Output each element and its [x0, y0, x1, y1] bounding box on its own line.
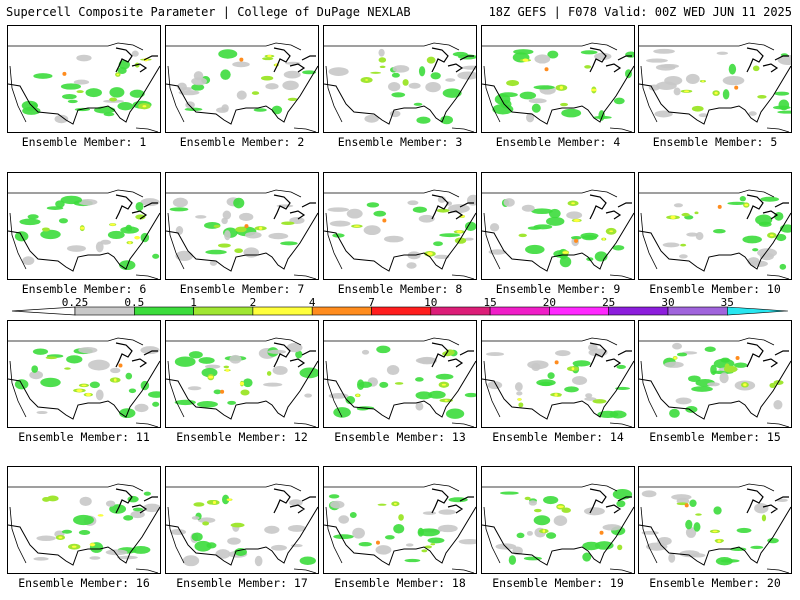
scp-map	[8, 42, 160, 132]
scp-map	[639, 42, 791, 132]
scp-map	[166, 42, 318, 132]
scp-map	[482, 42, 634, 132]
scp-map	[166, 483, 318, 573]
color-swatch	[549, 306, 610, 316]
scp-map	[166, 189, 318, 279]
member-map-panel	[7, 25, 161, 133]
color-scale-bar	[11, 306, 789, 316]
member-map-panel	[323, 25, 477, 133]
member-label: Ensemble Member: 12	[176, 430, 308, 444]
member-label: Ensemble Member: 8	[337, 282, 463, 296]
member-label: Ensemble Member: 3	[337, 135, 463, 149]
run-info: 18Z GEFS | F078 Valid: 00Z WED JUN 11 20…	[488, 5, 792, 19]
color-scale-tick-label: 30	[661, 296, 675, 309]
color-scale-tick-label: 1	[190, 296, 197, 309]
color-scale-tick-label: 2	[249, 296, 257, 309]
color-swatch	[608, 306, 669, 316]
scp-map	[324, 189, 476, 279]
member-map-panel	[638, 320, 792, 428]
scp-map	[639, 337, 791, 427]
color-swatch	[193, 306, 254, 316]
color-scale-tick-label: 25	[602, 296, 616, 309]
member-map-panel	[7, 320, 161, 428]
scp-map	[8, 483, 160, 573]
member-label: Ensemble Member: 16	[18, 576, 150, 590]
member-map-panel	[481, 172, 635, 280]
member-label: Ensemble Member: 4	[495, 135, 621, 149]
member-label: Ensemble Member: 19	[492, 576, 624, 590]
color-swatch	[726, 306, 789, 316]
member-map-panel	[638, 172, 792, 280]
scp-map	[482, 337, 634, 427]
member-label: Ensemble Member: 7	[179, 282, 305, 296]
member-label: Ensemble Member: 14	[492, 430, 624, 444]
member-label: Ensemble Member: 5	[652, 135, 778, 149]
member-map-panel	[165, 25, 319, 133]
member-map-panel	[481, 25, 635, 133]
scp-map	[324, 42, 476, 132]
member-label: Ensemble Member: 11	[18, 430, 150, 444]
color-scale-tick-label: 10	[424, 296, 438, 309]
member-map-panel	[481, 466, 635, 574]
color-scale-tick-label: 0.5	[124, 296, 145, 309]
member-map-panel	[7, 172, 161, 280]
member-map-panel	[481, 320, 635, 428]
member-map-panel	[638, 466, 792, 574]
scp-map	[639, 483, 791, 573]
scp-map	[8, 337, 160, 427]
scp-map	[166, 337, 318, 427]
member-map-panel	[165, 466, 319, 574]
member-map-panel	[323, 172, 477, 280]
color-swatch	[252, 306, 313, 316]
scp-map	[639, 189, 791, 279]
member-label: Ensemble Member: 6	[21, 282, 147, 296]
scp-map	[324, 483, 476, 573]
member-label: Ensemble Member: 2	[179, 135, 305, 149]
color-scale-tick-label: 4	[308, 296, 316, 309]
member-label: Ensemble Member: 1	[21, 135, 147, 149]
color-scale-tick-label: 15	[483, 296, 497, 309]
color-swatch	[489, 306, 550, 316]
member-map-panel	[638, 25, 792, 133]
member-label: Ensemble Member: 10	[649, 282, 781, 296]
color-swatch	[311, 306, 372, 316]
member-map-panel	[323, 466, 477, 574]
scp-map	[482, 189, 634, 279]
color-swatch	[371, 306, 432, 316]
member-label: Ensemble Member: 18	[334, 576, 466, 590]
color-scale-tick-label: 20	[542, 296, 557, 309]
member-map-panel	[7, 466, 161, 574]
scp-map	[482, 483, 634, 573]
scp-map	[8, 189, 160, 279]
color-scale-tick-label: 35	[720, 296, 734, 309]
member-label: Ensemble Member: 9	[495, 282, 621, 296]
color-scale-tick-label: 0.25	[61, 296, 89, 309]
member-label: Ensemble Member: 13	[334, 430, 466, 444]
member-map-panel	[165, 172, 319, 280]
color-swatch	[430, 306, 491, 316]
member-label: Ensemble Member: 15	[649, 430, 781, 444]
page-title: Supercell Composite Parameter | College …	[6, 5, 411, 19]
scp-map	[324, 337, 476, 427]
member-map-panel	[165, 320, 319, 428]
color-swatch	[667, 306, 728, 316]
member-map-panel	[323, 320, 477, 428]
member-label: Ensemble Member: 20	[649, 576, 781, 590]
member-label: Ensemble Member: 17	[176, 576, 308, 590]
color-scale-tick-label: 7	[368, 296, 375, 309]
